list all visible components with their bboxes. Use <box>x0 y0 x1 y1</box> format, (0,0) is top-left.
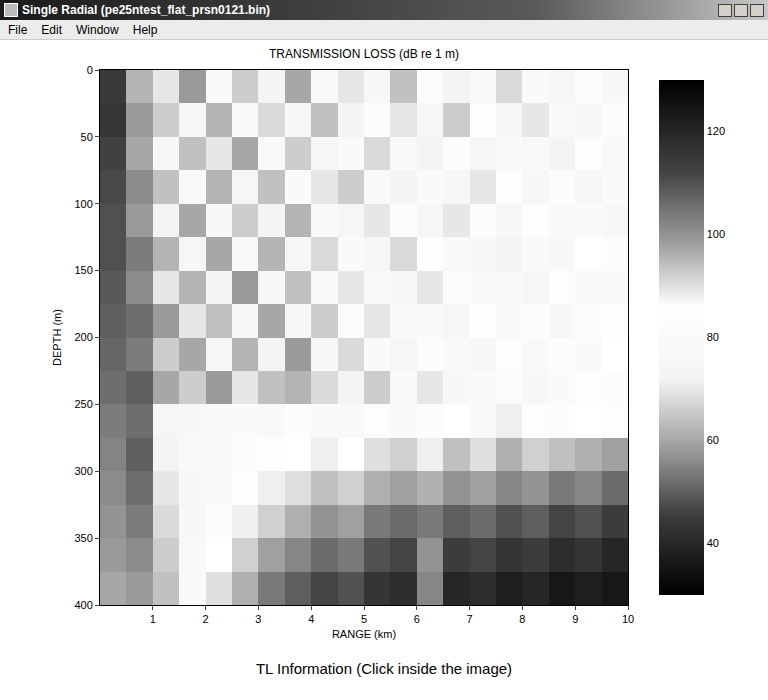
svg-text:250: 250 <box>74 398 92 410</box>
svg-text:2: 2 <box>203 613 209 625</box>
svg-text:120: 120 <box>707 125 725 137</box>
svg-text:100: 100 <box>707 228 725 240</box>
svg-text:8: 8 <box>519 613 525 625</box>
html-text:TL Information (Click inside t: TL Information (Click inside the image) <box>255 660 513 677</box>
html-text:Single Radial (pe25ntest_flat_: Single Radial (pe25ntest_flat_prsn0121.b… <box>22 3 271 17</box>
svg-text:TRANSMISSION LOSS (dB re 1 m): TRANSMISSION LOSS (dB re 1 m) <box>269 47 459 61</box>
html-text:Help: Help <box>132 23 158 37</box>
svg-text:9: 9 <box>572 613 578 625</box>
svg-text:0: 0 <box>87 64 93 76</box>
svg-text:80: 80 <box>707 331 719 343</box>
svg-text:350: 350 <box>74 532 92 544</box>
svg-text:300: 300 <box>74 465 92 477</box>
html-text:Edit: Edit <box>41 23 62 37</box>
svg-text:RANGE (km): RANGE (km) <box>332 628 396 640</box>
svg-text:40: 40 <box>707 537 719 549</box>
svg-text:5: 5 <box>361 613 367 625</box>
svg-text:60: 60 <box>707 434 719 446</box>
svg-text:400: 400 <box>74 599 92 611</box>
svg-text:4: 4 <box>308 613 314 625</box>
html-text:File: File <box>8 23 28 37</box>
svg-text:DEPTH (m): DEPTH (m) <box>51 309 63 366</box>
svg-text:100: 100 <box>74 198 92 210</box>
svg-text:6: 6 <box>414 613 420 625</box>
svg-text:50: 50 <box>81 131 93 143</box>
svg-text:10: 10 <box>622 613 634 625</box>
svg-text:200: 200 <box>74 331 92 343</box>
svg-text:3: 3 <box>255 613 261 625</box>
svg-text:7: 7 <box>467 613 473 625</box>
svg-text:1: 1 <box>150 613 156 625</box>
svg-text:150: 150 <box>74 264 92 276</box>
html-text:Window: Window <box>76 23 119 37</box>
